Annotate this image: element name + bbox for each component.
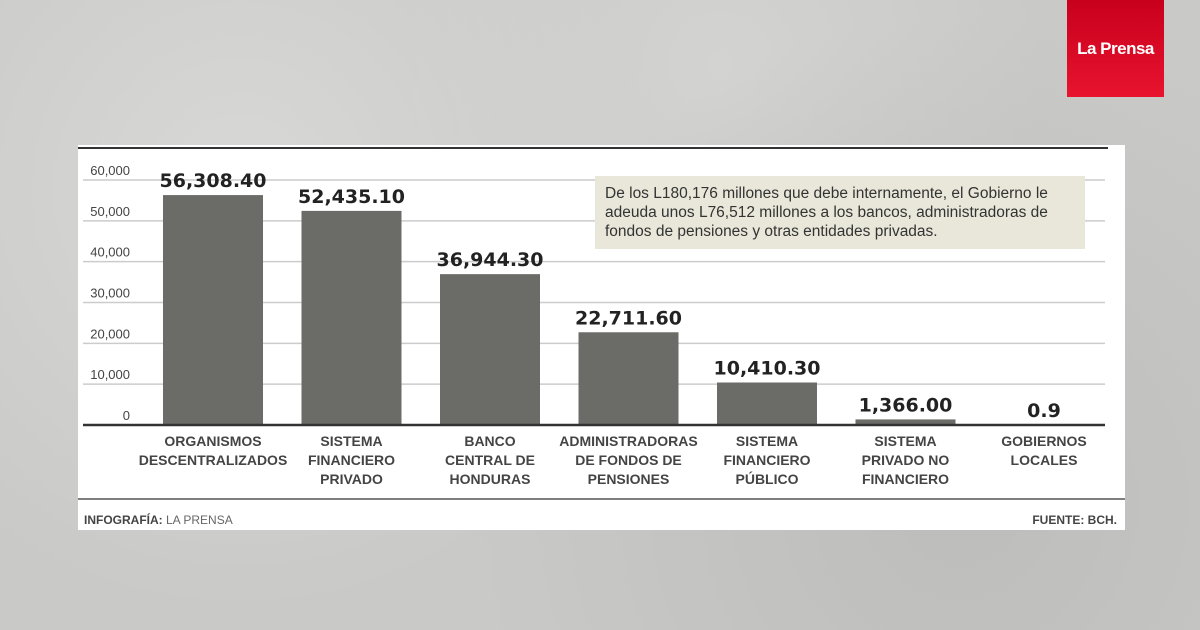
credit-value: LA PRENSA — [166, 513, 233, 527]
category-label: DE FONDOS DE — [575, 452, 682, 468]
category-label: FINANCIERO — [308, 452, 395, 468]
category-label: LOCALES — [1011, 452, 1078, 468]
y-tick-label: 60,000 — [90, 163, 130, 178]
category-label: SISTEMA — [736, 433, 798, 449]
chart-panel: 0 10,000 20,000 30,000 40,000 50,000 60,000 56,… — [78, 145, 1125, 530]
category-label: PRIVADO NO — [862, 452, 950, 468]
bar — [578, 332, 679, 425]
category-label: PRIVADO — [320, 471, 383, 487]
category-label: PENSIONES — [588, 471, 670, 487]
y-tick-label: 50,000 — [90, 204, 130, 219]
bar — [717, 382, 817, 425]
bar — [163, 195, 263, 425]
category-label: SISTEMA — [320, 433, 382, 449]
bar — [440, 274, 540, 425]
bar-value-label: 52,435.10 — [298, 186, 405, 208]
source-credit: FUENTE: BCH. — [1032, 513, 1117, 527]
category-label: DESCENTRALIZADOS — [139, 452, 288, 468]
bar-value-label: 0.9 — [1027, 400, 1061, 422]
chart-note: De los L180,176 millones que debe intern… — [595, 176, 1085, 249]
category-label: HONDURAS — [450, 471, 531, 487]
bar-value-label: 1,366.00 — [859, 394, 953, 416]
category-label: GOBIERNOS — [1001, 433, 1087, 449]
y-tick-label: 30,000 — [90, 286, 130, 301]
la-prensa-logo: La Prensa — [1067, 0, 1164, 97]
y-tick-label: 40,000 — [90, 245, 130, 260]
category-label: BANCO — [464, 433, 515, 449]
y-tick-label: 20,000 — [90, 326, 130, 341]
infographic-credit: INFOGRAFÍA: LA PRENSA — [84, 513, 233, 527]
category-label: FINANCIERO — [723, 452, 810, 468]
bar-value-label: 56,308.40 — [160, 170, 267, 192]
category-label: PÚBLICO — [736, 470, 799, 487]
y-tick-label: 0 — [123, 408, 130, 423]
category-label: ADMINISTRADORAS — [559, 433, 697, 449]
bar-chart: 0 10,000 20,000 30,000 40,000 50,000 60,000 56,… — [78, 147, 1125, 500]
category-label: CENTRAL DE — [445, 452, 535, 468]
bar-value-label: 36,944.30 — [437, 249, 544, 271]
bar — [301, 210, 402, 425]
category-label: ORGANISMOS — [164, 433, 261, 449]
y-tick-label: 10,000 — [90, 367, 130, 382]
credit-label: INFOGRAFÍA: — [84, 513, 163, 527]
bar-value-label: 22,711.60 — [575, 307, 682, 329]
bar-value-label: 10,410.30 — [714, 357, 821, 379]
bar — [855, 419, 956, 425]
category-label: SISTEMA — [874, 433, 936, 449]
category-label: FINANCIERO — [862, 471, 949, 487]
